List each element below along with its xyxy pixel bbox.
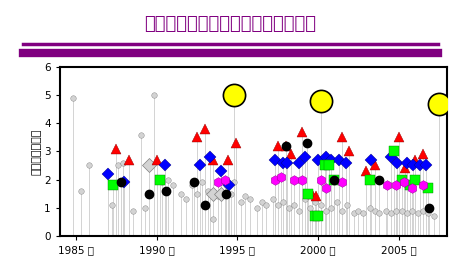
Text: 釜石沖の地震の規模別発生時系列図: 釜石沖の地震の規模別発生時系列図 [144, 15, 317, 33]
Y-axis label: マグニチュード: マグニチュード [31, 128, 41, 175]
